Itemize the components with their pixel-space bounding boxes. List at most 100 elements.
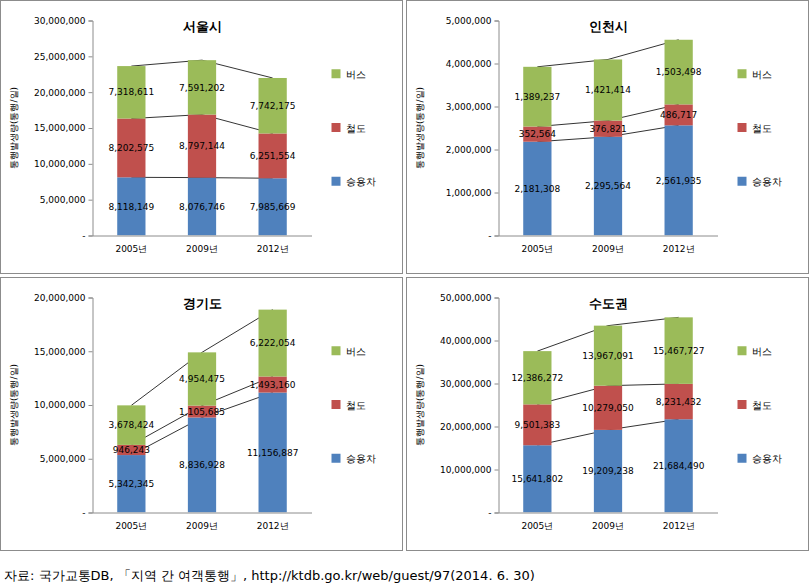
data-label: 1,421,414 xyxy=(585,85,631,95)
y-tick-mark xyxy=(89,298,93,299)
legend-swatch xyxy=(738,123,747,132)
data-label: 5,342,345 xyxy=(108,479,154,489)
data-label: 8,076,746 xyxy=(179,202,225,212)
data-label: 1,503,498 xyxy=(656,67,702,77)
y-tick-label: 3,000,000 xyxy=(446,102,492,112)
legend-label: 철도 xyxy=(346,123,366,134)
y-tick-mark xyxy=(89,459,93,460)
y-tick-label: 4,000,000 xyxy=(446,59,492,69)
y-axis: -5,000,00010,000,00015,000,00020,000,000… xyxy=(34,16,93,241)
data-label: 15,641,802 xyxy=(512,474,564,484)
y-tick-mark xyxy=(495,236,499,237)
y-tick-label: 5,000,000 xyxy=(40,195,86,205)
y-axis-title: 통행발생량(통행/일) xyxy=(415,364,425,446)
legend: 승용차철도버스 xyxy=(332,346,376,465)
chart-title: 경기도 xyxy=(183,296,222,311)
data-label: 8,231,432 xyxy=(656,397,702,407)
data-label: 8,797,144 xyxy=(179,141,225,151)
legend-item: 승용차 xyxy=(332,176,376,187)
y-tick-mark xyxy=(89,513,93,514)
y-tick: 5,000,000 xyxy=(446,16,499,26)
y-tick: 25,000,000 xyxy=(34,52,93,62)
legend-label: 버스 xyxy=(346,69,366,80)
legend-swatch xyxy=(332,177,341,186)
y-tick-mark xyxy=(89,405,93,406)
data-label: 8,118,149 xyxy=(108,202,154,212)
legend-label: 승용차 xyxy=(346,176,376,187)
y-tick-mark xyxy=(495,298,499,299)
data-label: 3,678,424 xyxy=(108,420,154,430)
y-tick-label: 15,000,000 xyxy=(34,123,86,133)
x-axis-line xyxy=(499,236,718,237)
y-tick: 3,000,000 xyxy=(446,102,499,112)
source-note: 자료: 국가교통DB, 「지역 간 여객통행」, http://ktdb.go.… xyxy=(4,568,535,583)
data-label: 13,967,091 xyxy=(582,351,634,361)
x-tick: 2012년 xyxy=(257,513,289,531)
legend-item: 버스 xyxy=(738,69,772,80)
y-axis-line xyxy=(89,21,94,236)
y-tick: 50,000,000 xyxy=(440,293,499,303)
data-label: 7,318,611 xyxy=(108,87,154,97)
x-tick: 2009년 xyxy=(592,513,624,531)
y-tick: 15,000,000 xyxy=(34,123,93,133)
x-axis-line xyxy=(93,513,312,514)
y-tick-label: 40,000,000 xyxy=(440,336,492,346)
legend-item: 승용차 xyxy=(332,453,376,464)
x-axis: 2005년2009년2012년 xyxy=(499,513,718,531)
x-tick: 2005년 xyxy=(115,236,147,254)
data-label: 2,181,308 xyxy=(514,184,560,194)
data-label: 8,836,928 xyxy=(179,460,225,470)
legend-item: 철도 xyxy=(738,400,772,411)
y-tick-label: 25,000,000 xyxy=(34,52,86,62)
legend-item: 버스 xyxy=(738,346,772,357)
legend-item: 승용차 xyxy=(738,453,782,464)
x-tick-label: 2009년 xyxy=(592,244,624,254)
panel-frame xyxy=(407,278,809,551)
legend-label: 버스 xyxy=(752,69,772,80)
legend-label: 철도 xyxy=(346,400,366,411)
data-label: 7,591,202 xyxy=(179,83,225,93)
x-axis-line xyxy=(499,513,718,514)
data-label: 376,821 xyxy=(589,124,626,134)
y-tick: 30,000,000 xyxy=(34,16,93,26)
legend-item: 철도 xyxy=(332,123,366,134)
x-axis-line xyxy=(93,236,312,237)
data-label: 6,251,554 xyxy=(250,151,296,161)
y-axis-title: 통행발생량(통행/일) xyxy=(9,87,19,169)
y-tick: 10,000,000 xyxy=(34,159,93,169)
y-tick: 2,000,000 xyxy=(446,145,499,155)
y-tick-mark xyxy=(89,164,93,165)
y-tick-mark xyxy=(89,200,93,201)
x-tick: 2012년 xyxy=(663,236,695,254)
y-tick: 5,000,000 xyxy=(40,195,93,205)
y-tick-mark xyxy=(495,150,499,151)
legend-swatch xyxy=(738,454,747,463)
y-tick-label: 20,000,000 xyxy=(34,293,86,303)
legend: 승용차철도버스 xyxy=(738,69,782,188)
y-axis: -10,000,00020,000,00030,000,00040,000,00… xyxy=(440,293,499,518)
y-tick-mark xyxy=(495,64,499,65)
legend-swatch xyxy=(332,400,341,409)
y-tick-mark xyxy=(495,341,499,342)
data-label: 21,684,490 xyxy=(653,461,705,471)
x-tick-label: 2009년 xyxy=(186,244,218,254)
y-tick-label: - xyxy=(82,508,85,518)
data-label: 15,467,727 xyxy=(653,346,705,356)
x-axis: 2005년2009년2012년 xyxy=(93,513,312,531)
x-tick-label: 2005년 xyxy=(521,244,553,254)
panel: -1,000,0002,000,0003,000,0004,000,0005,0… xyxy=(407,1,809,274)
legend-swatch xyxy=(332,123,341,132)
y-axis-title: 통행발생량(통행/일) xyxy=(415,87,425,169)
x-axis: 2005년2009년2012년 xyxy=(93,236,312,254)
legend-swatch xyxy=(738,400,747,409)
data-label: 2,561,935 xyxy=(656,176,702,186)
y-tick-label: 5,000,000 xyxy=(40,454,86,464)
x-tick: 2009년 xyxy=(592,236,624,254)
legend-swatch xyxy=(738,346,747,355)
x-tick-label: 2009년 xyxy=(186,521,218,531)
data-label: 10,279,050 xyxy=(582,403,634,413)
y-tick-mark xyxy=(89,128,93,129)
data-label: 1,493,160 xyxy=(250,380,296,390)
y-tick-mark xyxy=(89,236,93,237)
data-label: 352,564 xyxy=(519,129,556,139)
